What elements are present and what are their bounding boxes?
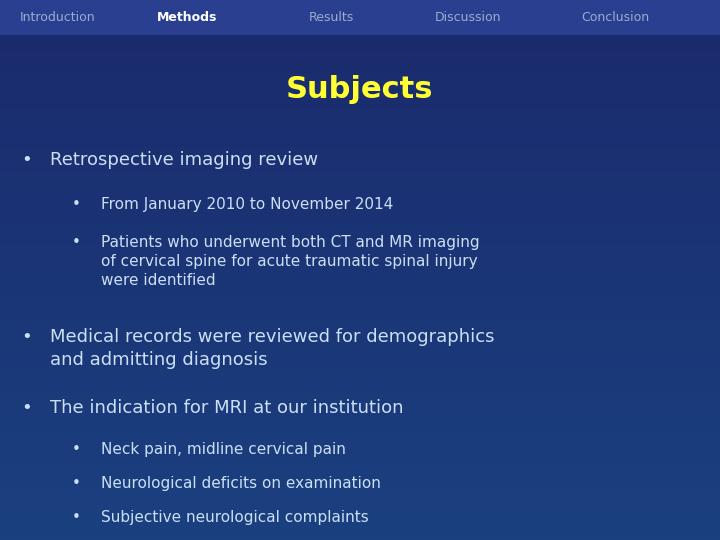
Text: •: • bbox=[72, 197, 81, 212]
Text: Neurological deficits on examination: Neurological deficits on examination bbox=[101, 476, 381, 491]
Bar bbox=[0, 0, 720, 35]
Text: Subjects: Subjects bbox=[287, 76, 433, 105]
Text: Neck pain, midline cervical pain: Neck pain, midline cervical pain bbox=[101, 442, 346, 456]
Text: From January 2010 to November 2014: From January 2010 to November 2014 bbox=[101, 197, 393, 212]
Text: •: • bbox=[72, 234, 81, 249]
Text: •: • bbox=[22, 399, 32, 417]
Text: Retrospective imaging review: Retrospective imaging review bbox=[50, 151, 318, 169]
Text: Methods: Methods bbox=[157, 11, 217, 24]
Text: Subjective neurological complaints: Subjective neurological complaints bbox=[101, 510, 369, 525]
Text: •: • bbox=[72, 510, 81, 525]
Text: Results: Results bbox=[309, 11, 354, 24]
Text: Discussion: Discussion bbox=[435, 11, 501, 24]
Text: Introduction: Introduction bbox=[19, 11, 96, 24]
Text: Medical records were reviewed for demographics
and admitting diagnosis: Medical records were reviewed for demogr… bbox=[50, 328, 495, 369]
Text: •: • bbox=[22, 328, 32, 346]
Text: •: • bbox=[72, 476, 81, 491]
Text: The indication for MRI at our institution: The indication for MRI at our institutio… bbox=[50, 399, 404, 417]
Text: Patients who underwent both CT and MR imaging
of cervical spine for acute trauma: Patients who underwent both CT and MR im… bbox=[101, 234, 480, 288]
Text: •: • bbox=[22, 151, 32, 169]
Text: •: • bbox=[72, 442, 81, 456]
Text: Conclusion: Conclusion bbox=[582, 11, 649, 24]
